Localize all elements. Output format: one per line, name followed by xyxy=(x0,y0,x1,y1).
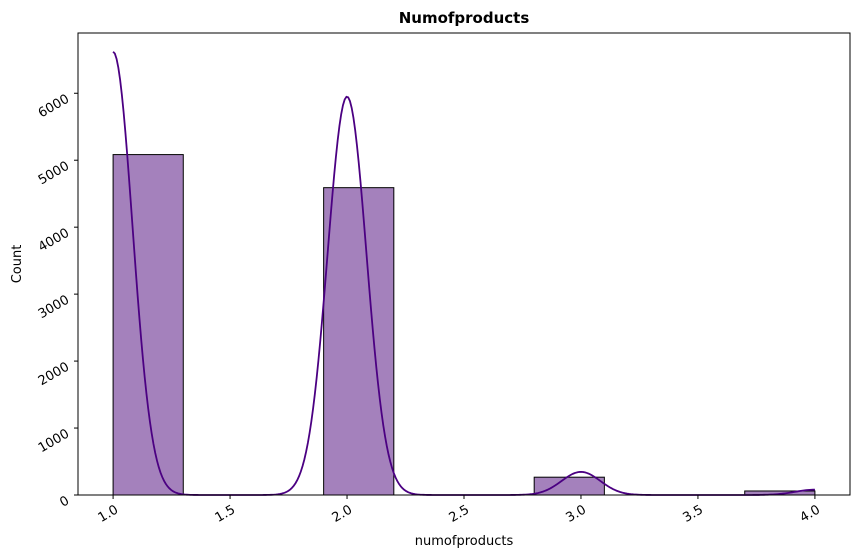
x-tick-label: 2.0 xyxy=(330,502,355,525)
y-axis-label: Count xyxy=(10,245,25,284)
histogram-bar-1 xyxy=(112,154,184,496)
y-tick-label: 6000 xyxy=(36,92,72,122)
x-tick-label: 1.0 xyxy=(96,502,121,525)
chart-title: Numofproducts xyxy=(399,9,530,27)
x-tick-label: 4.0 xyxy=(797,502,822,525)
histogram-bar-3 xyxy=(533,476,605,496)
bars-layer xyxy=(112,154,816,496)
kde-line xyxy=(112,51,815,496)
x-tick-label: 3.0 xyxy=(564,502,589,525)
x-tick-label: 2.5 xyxy=(447,502,472,525)
x-axis-label: numofproducts xyxy=(415,534,514,549)
x-ticks: 1.0 1.5 2.0 2.5 3.0 3.5 4.0 xyxy=(96,495,823,526)
x-tick-label: 1.5 xyxy=(213,502,238,525)
y-tick-label: 1000 xyxy=(36,427,72,457)
y-tick-label: 5000 xyxy=(36,159,72,189)
y-ticks: 0 1000 2000 3000 4000 5000 6000 xyxy=(36,92,78,511)
y-tick-label: 3000 xyxy=(36,293,72,323)
kde-layer xyxy=(112,51,815,496)
y-tick-label: 2000 xyxy=(36,360,72,390)
histogram-bar-2 xyxy=(323,187,395,496)
y-tick-label: 4000 xyxy=(36,226,72,256)
plot-frame xyxy=(77,32,851,496)
y-tick-label: 0 xyxy=(57,493,72,510)
x-tick-label: 3.5 xyxy=(681,502,706,525)
